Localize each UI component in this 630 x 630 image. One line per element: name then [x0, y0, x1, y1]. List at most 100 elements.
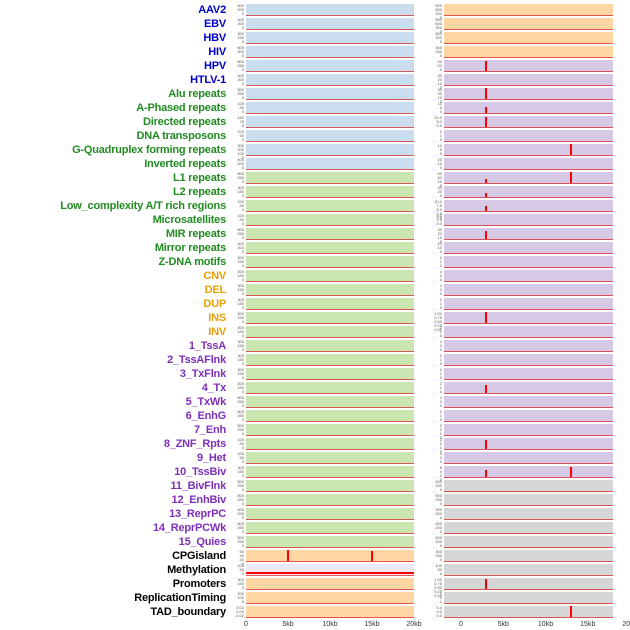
y-tick-label: 250	[435, 539, 442, 544]
track-row: HTLV-1 400 200 0 30 20 10 0	[0, 73, 630, 90]
y-tick-label: 0	[241, 263, 244, 268]
y-tick-label: 0	[439, 137, 442, 142]
y-tick-label: 0	[241, 123, 244, 128]
track-row: A-Phased repeats 100 50 0 10 5 0	[0, 101, 630, 115]
y-tick-label: 0	[241, 571, 244, 576]
left-track-panel	[246, 228, 414, 240]
right-y-axis-ticks: 0.4 0.2 0.0	[422, 606, 444, 618]
left-y-axis-ticks: 100 50 0	[230, 102, 246, 114]
y-tick-label: 0	[241, 11, 244, 16]
y-tick-label: 5	[439, 147, 442, 152]
y-tick-label: 20	[239, 557, 244, 562]
y-tick-label: 150	[237, 343, 244, 348]
y-tick-label: 50	[239, 133, 244, 138]
y-tick-label: 6	[439, 465, 442, 470]
left-y-axis-ticks: 200 100 0	[230, 592, 246, 604]
right-track-panel	[444, 550, 613, 562]
y-tick-label: 40	[437, 175, 442, 180]
y-tick-label: 100	[237, 213, 244, 218]
track-row: Low_complexity A/T rich regions 100 50 0 10.…	[0, 199, 630, 220]
right-track-panel	[444, 284, 613, 296]
y-tick-label: 0.25	[434, 323, 442, 328]
right-track-panel	[444, 256, 613, 268]
left-y-axis-ticks: 100 50 0	[230, 200, 246, 212]
signal-spike	[371, 550, 373, 561]
right-track-panel	[444, 158, 613, 170]
y-tick-label: 100	[237, 563, 244, 568]
y-tick-label: 150	[237, 115, 244, 120]
y-tick-label: 1	[439, 259, 442, 264]
track-row: CPGisland 60 40 20 0 300 150 0	[0, 549, 630, 566]
y-tick-label: 1	[439, 357, 442, 362]
y-tick-label: 0	[241, 459, 244, 464]
y-tick-label: 0	[439, 435, 442, 440]
y-tick-label: 0	[241, 207, 244, 212]
y-tick-label: 60	[437, 171, 442, 176]
y-tick-label: 500	[237, 171, 244, 176]
y-tick-label: 0	[241, 375, 244, 380]
y-tick-label: 300	[237, 49, 244, 54]
track-row: ReplicationTiming 200 100 0 1 0 -1	[0, 591, 630, 605]
track-label: Inverted repeats	[144, 158, 226, 170]
left-y-axis-ticks: 500 250 0	[230, 480, 246, 492]
y-tick-label: 300	[237, 255, 244, 260]
y-tick-label: 0	[241, 165, 244, 170]
left-y-axis-ticks: 400 200 0	[230, 4, 246, 16]
y-tick-label: 0	[241, 417, 244, 422]
y-tick-label: 0	[241, 39, 244, 44]
right-y-axis-ticks: 500 250 0	[422, 494, 444, 506]
y-tick-label: 0	[241, 249, 244, 254]
y-tick-label: 0	[241, 155, 244, 160]
y-tick-label: 200	[237, 245, 244, 250]
y-tick-label: 0	[241, 53, 244, 58]
right-y-axis-ticks: 30 20 10 0	[422, 74, 444, 90]
track-label: HIV	[208, 46, 226, 58]
right-track-panel	[444, 438, 613, 450]
left-track-panel	[246, 242, 414, 254]
track-label: TAD_boundary	[150, 606, 226, 618]
left-track-panel	[246, 18, 414, 30]
left-track-panel	[246, 298, 414, 310]
y-tick-label: 400	[237, 507, 244, 512]
y-tick-label: 300	[237, 577, 244, 582]
track-label: 12_EnhBiv	[171, 494, 227, 506]
y-tick-label: 150	[237, 371, 244, 376]
left-y-axis-ticks: 400 200 0	[230, 242, 246, 254]
left-track-panel	[246, 578, 414, 590]
y-tick-label: 50	[239, 567, 244, 572]
y-tick-label: 4	[439, 269, 442, 274]
track-label: Mirror repeats	[154, 242, 226, 254]
y-tick-label: 0	[439, 305, 442, 310]
right-track-panel	[444, 326, 613, 338]
left-track-panel	[246, 508, 414, 520]
left-y-axis-ticks: 300 150 0	[230, 298, 246, 310]
y-tick-label: 0	[241, 137, 244, 142]
y-tick-label: 0	[439, 529, 442, 534]
y-tick-label: 300	[237, 185, 244, 190]
y-tick-label: 200	[237, 161, 244, 166]
y-tick-label: 10.0	[434, 115, 442, 120]
y-tick-label: 400	[237, 73, 244, 78]
y-tick-label: 2	[439, 399, 442, 404]
left-track-panel	[246, 382, 414, 394]
right-y-axis-ticks: 40 20 0	[422, 186, 444, 198]
y-tick-label: 150	[237, 469, 244, 474]
y-tick-label: 0	[439, 85, 442, 90]
y-tick-label: 0	[439, 515, 442, 520]
track-label: Promoters	[172, 578, 226, 590]
y-tick-label: 150	[435, 49, 442, 54]
y-tick-label: 0	[241, 501, 244, 506]
y-tick-label: 300	[237, 269, 244, 274]
track-label: A-Phased repeats	[136, 102, 226, 114]
track-row: 5_TxWk 500 250 0 4 2 0	[0, 395, 630, 409]
right-track-panel	[444, 340, 613, 352]
y-tick-label: 20	[437, 77, 442, 82]
y-tick-label: 0	[241, 403, 244, 408]
left-track-panel	[246, 214, 414, 226]
y-tick-label: 250	[237, 231, 244, 236]
y-tick-label: 0	[439, 109, 442, 114]
